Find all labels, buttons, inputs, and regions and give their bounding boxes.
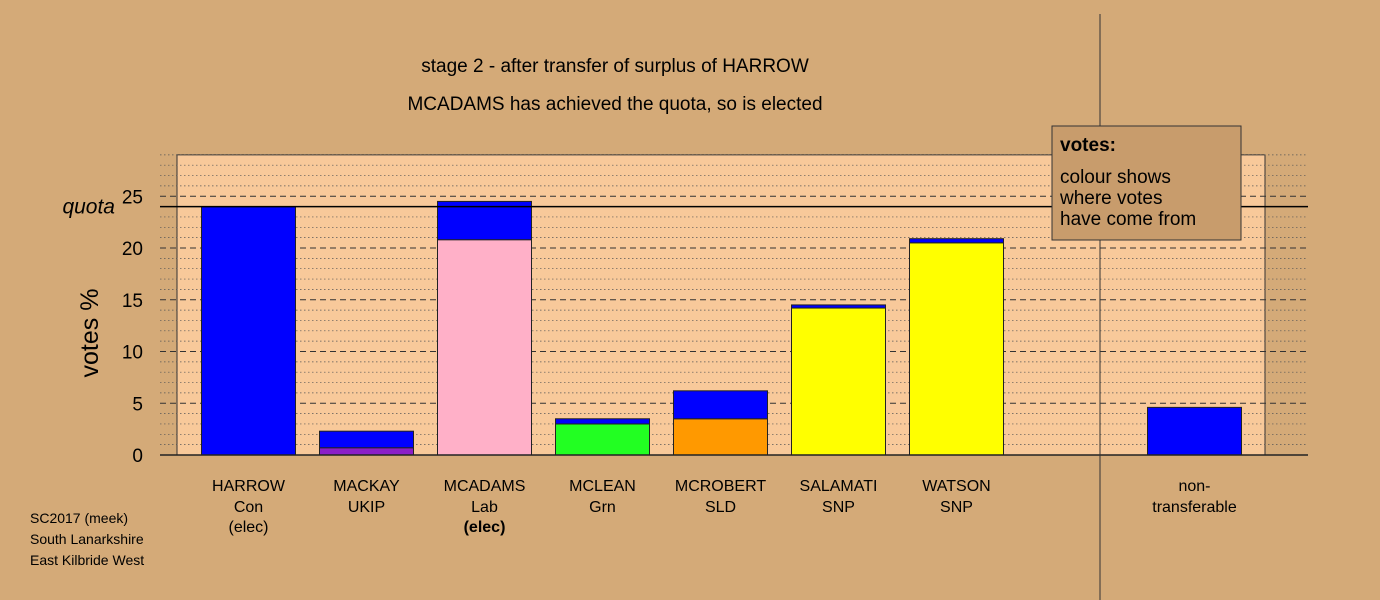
bars: [201, 200, 1242, 456]
legend-box: votes: colour shows where votes have com…: [1051, 125, 1242, 241]
bar-watson-segment-1: [909, 242, 1004, 456]
y-axis-label: votes %: [76, 289, 104, 378]
bar-mackay-segment-1: [319, 447, 414, 456]
y-tick-label: 0: [132, 446, 143, 467]
nontransferable-label-2: transferable: [1152, 499, 1237, 516]
bar-watson-segment-2: [909, 238, 1004, 244]
footer-council: South Lanarkshire: [30, 531, 144, 547]
candidate-name: SALAMATI: [800, 478, 878, 495]
bar-mcrobert-segment-2: [673, 390, 768, 420]
candidate-party: UKIP: [348, 499, 385, 516]
chart-title: stage 2 - after transfer of surplus of H…: [421, 56, 809, 77]
legend-line-2: where votes: [1059, 188, 1162, 209]
y-tick-label: 10: [122, 343, 143, 364]
bar-harrow-segment-1: [201, 206, 296, 456]
candidate-party: SNP: [822, 499, 855, 516]
y-tick-label: 5: [132, 394, 143, 415]
bar-salamati-segment-1: [791, 307, 886, 456]
candidate-name: HARROW: [212, 478, 286, 495]
y-tick-label: 15: [122, 291, 143, 312]
candidate-name: MCROBERT: [675, 478, 766, 495]
candidate-party: Grn: [589, 499, 616, 516]
candidate-party: SLD: [705, 499, 736, 516]
footer: SC2017 (meek) South Lanarkshire East Kil…: [30, 510, 144, 568]
nontransferable-label-1: non-: [1178, 478, 1210, 495]
bar-mcadams-segment-1: [437, 239, 532, 456]
bar-nontransferable-segment-1: [1147, 406, 1242, 456]
legend-background: [1051, 125, 1242, 241]
footer-election: SC2017 (meek): [30, 510, 128, 526]
y-tick-label: 20: [122, 239, 143, 260]
y-axis: 0 5 10 15 20 25: [122, 187, 1308, 467]
candidate-name: WATSON: [922, 478, 990, 495]
bar-salamati-segment-2: [791, 304, 886, 309]
candidate-party: Con: [234, 499, 263, 516]
bar-mcrobert-segment-1: [673, 418, 768, 456]
chart-subtitle: MCADAMS has achieved the quota, so is el…: [407, 94, 822, 115]
bar-mclean-segment-2: [555, 418, 650, 425]
candidate-name: MCADAMS: [444, 478, 526, 495]
candidate-status: (elec): [228, 519, 268, 536]
bar-mclean-segment-1: [555, 423, 650, 456]
candidate-labels: HARROW Con (elec) MACKAY UKIP MCADAMS Lab (elec…: [212, 478, 1237, 536]
candidate-party: SNP: [940, 499, 973, 516]
candidate-name: MACKAY: [333, 478, 400, 495]
legend-line-1: colour shows: [1060, 167, 1171, 188]
candidate-party: Lab: [471, 499, 498, 516]
bar-mackay-segment-2: [319, 430, 414, 449]
bar-mcadams-segment-2: [437, 200, 532, 241]
candidate-status: (elec): [464, 519, 506, 536]
legend-line-3: have come from: [1060, 209, 1196, 230]
legend-title: votes:: [1060, 135, 1116, 156]
candidate-name: MCLEAN: [569, 478, 636, 495]
quota-label: quota: [62, 196, 115, 219]
footer-ward: East Kilbride West: [30, 552, 144, 568]
y-tick-label: 25: [122, 187, 143, 208]
